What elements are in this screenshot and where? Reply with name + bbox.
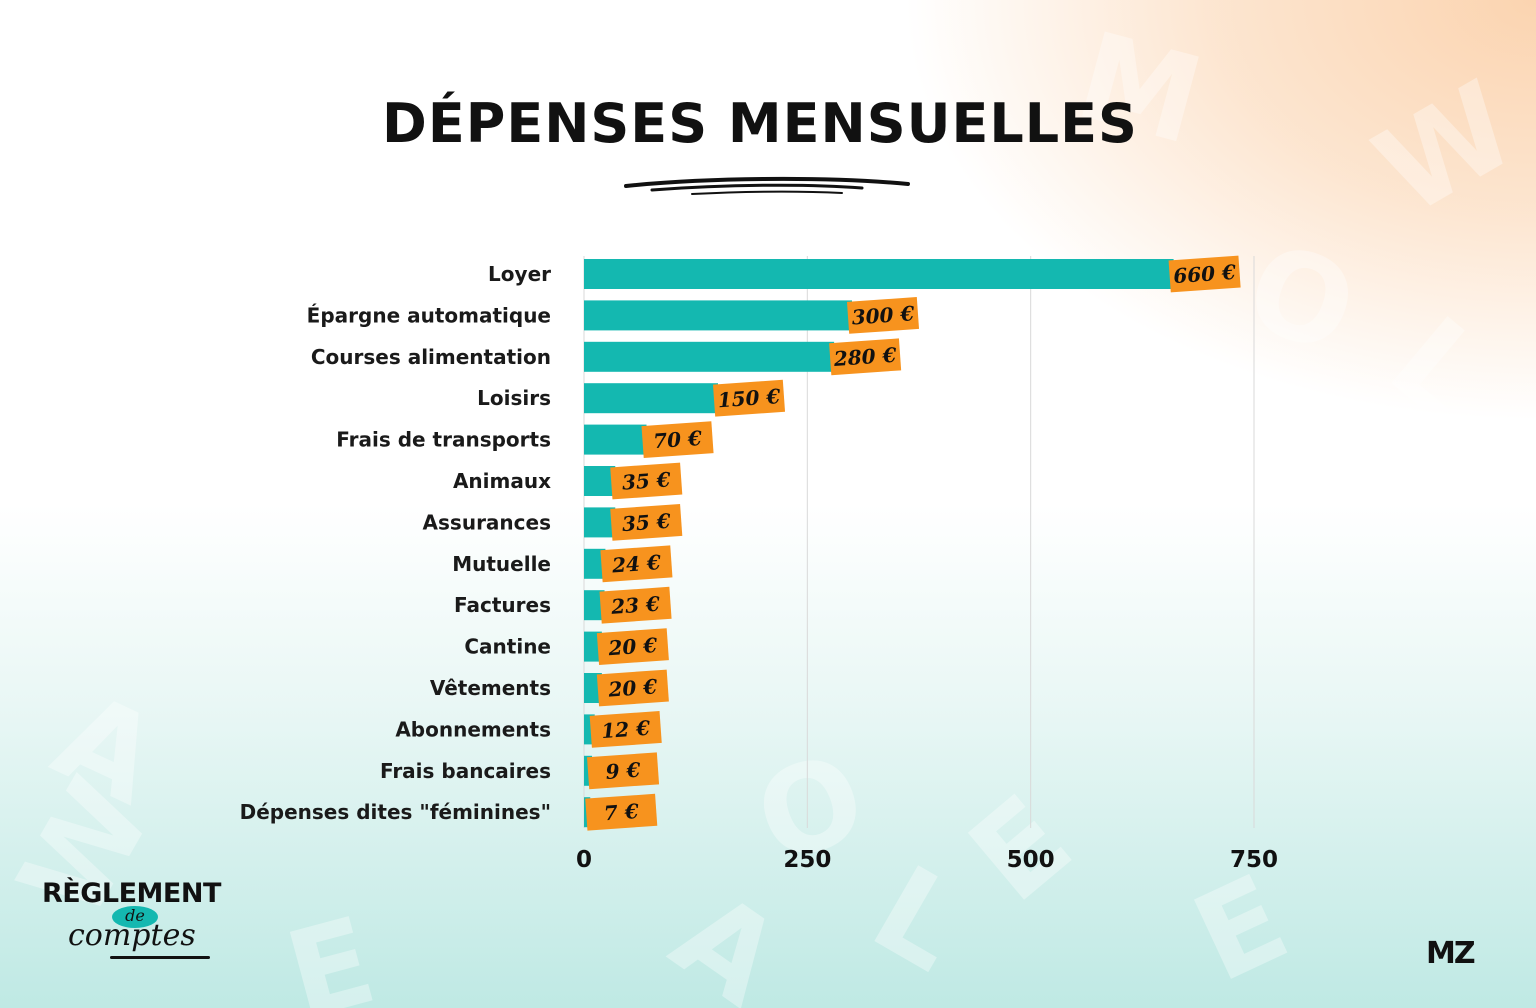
mz-logo: MZ <box>1426 936 1476 971</box>
x-tick-label: 750 <box>1230 847 1278 873</box>
bar <box>584 507 616 538</box>
x-axis-ticks: 0 250 500 750 <box>576 847 1278 873</box>
value-tag-bg <box>846 296 920 334</box>
value-tag: 12 € <box>589 710 662 748</box>
bars <box>584 259 1174 828</box>
value-tag: 660 € <box>1168 255 1241 293</box>
category-label: Frais bancaires <box>380 759 551 783</box>
value-tag: 9 € <box>587 752 660 790</box>
category-label: Épargne automatique <box>307 303 551 327</box>
value-tag: 300 € <box>846 296 920 334</box>
value-label: 35 € <box>621 467 671 494</box>
value-label: 35 € <box>621 509 671 536</box>
chart-title: DÉPENSES MENSUELLES <box>382 92 1138 155</box>
value-tag: 23 € <box>599 586 672 624</box>
value-label: 9 € <box>605 758 641 784</box>
category-label: Loyer <box>488 262 551 286</box>
bar <box>584 466 616 496</box>
value-label: 7 € <box>603 799 639 825</box>
value-label: 280 € <box>832 343 897 371</box>
bar <box>584 548 606 579</box>
bar <box>584 341 835 372</box>
value-tag: 35 € <box>610 462 683 500</box>
x-tick-label: 500 <box>1007 847 1055 873</box>
category-label: Frais de transports <box>336 428 551 452</box>
value-label: 660 € <box>1173 260 1237 288</box>
value-tag-bg <box>585 793 658 831</box>
value-label: 23 € <box>609 592 660 619</box>
bar <box>584 383 718 414</box>
category-label: Factures <box>454 593 551 617</box>
value-tag: 20 € <box>596 628 669 666</box>
value-labels: 660 € 300 € 280 € 150 € 70 € 35 € 35 € 24 € 23 €… <box>585 255 1241 831</box>
value-label: 70 € <box>652 426 702 453</box>
bar <box>584 590 605 621</box>
value-tag-bg <box>596 669 669 707</box>
category-label: Assurances <box>423 510 551 534</box>
logo-line2: comptes <box>68 918 196 953</box>
value-tag: 20 € <box>596 669 669 707</box>
x-tick-label: 250 <box>783 847 831 873</box>
value-label: 20 € <box>607 633 658 660</box>
value-tag-bg <box>587 752 660 790</box>
value-tag-bg <box>829 338 902 376</box>
bar <box>584 424 647 455</box>
title-underline-decoration <box>624 176 910 195</box>
value-tag: 7 € <box>585 793 658 831</box>
category-label: Abonnements <box>395 717 551 741</box>
value-tag: 280 € <box>829 338 902 376</box>
value-tag: 70 € <box>641 421 714 459</box>
value-label: 150 € <box>717 384 781 412</box>
bar <box>584 714 595 745</box>
value-tag-bg <box>712 379 786 417</box>
value-tag-bg <box>610 462 683 500</box>
category-label: Loisirs <box>477 386 551 410</box>
x-tick-label: 0 <box>576 847 592 873</box>
value-tag-bg <box>641 421 714 459</box>
value-tag: 150 € <box>712 379 786 417</box>
value-tag: 35 € <box>610 503 683 541</box>
value-label: 300 € <box>851 301 915 329</box>
logo-line1: RÈGLEMENT <box>42 878 221 909</box>
value-tag: 24 € <box>600 545 673 583</box>
category-label: Cantine <box>464 635 551 659</box>
category-labels: Loyer Épargne automatique Courses alimenta… <box>240 262 552 824</box>
bar <box>584 300 852 331</box>
category-label: Animaux <box>453 469 551 493</box>
value-tag-bg <box>589 710 662 748</box>
reglement-de-comptes-logo: RÈGLEMENT de comptes <box>40 878 240 968</box>
value-label: 20 € <box>607 674 658 701</box>
value-tag-bg <box>596 628 669 666</box>
category-label: Courses alimentation <box>311 345 551 369</box>
category-label: Vêtements <box>430 676 551 700</box>
bar <box>584 259 1174 289</box>
value-tag-bg <box>599 586 672 624</box>
value-tag-bg <box>600 545 673 583</box>
value-tag-bg <box>610 503 683 541</box>
value-tag-bg <box>1168 255 1241 293</box>
logo-underline <box>110 956 210 959</box>
value-label: 24 € <box>610 550 661 577</box>
value-label: 12 € <box>601 716 651 743</box>
category-label: Mutuelle <box>452 552 551 576</box>
logo-badge: de <box>112 906 158 928</box>
category-label: Dépenses dites "féminines" <box>240 800 551 824</box>
